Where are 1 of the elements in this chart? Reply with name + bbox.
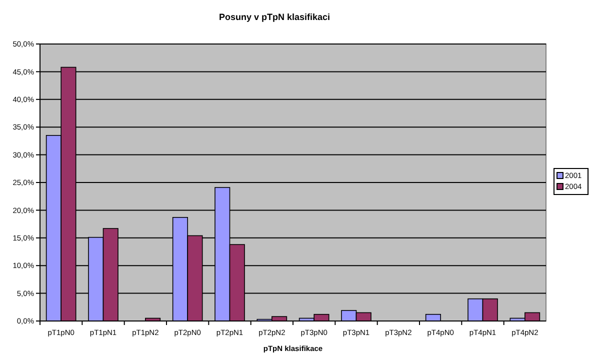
chart-title: Posuny v pTpN klasifikaci: [218, 12, 330, 22]
